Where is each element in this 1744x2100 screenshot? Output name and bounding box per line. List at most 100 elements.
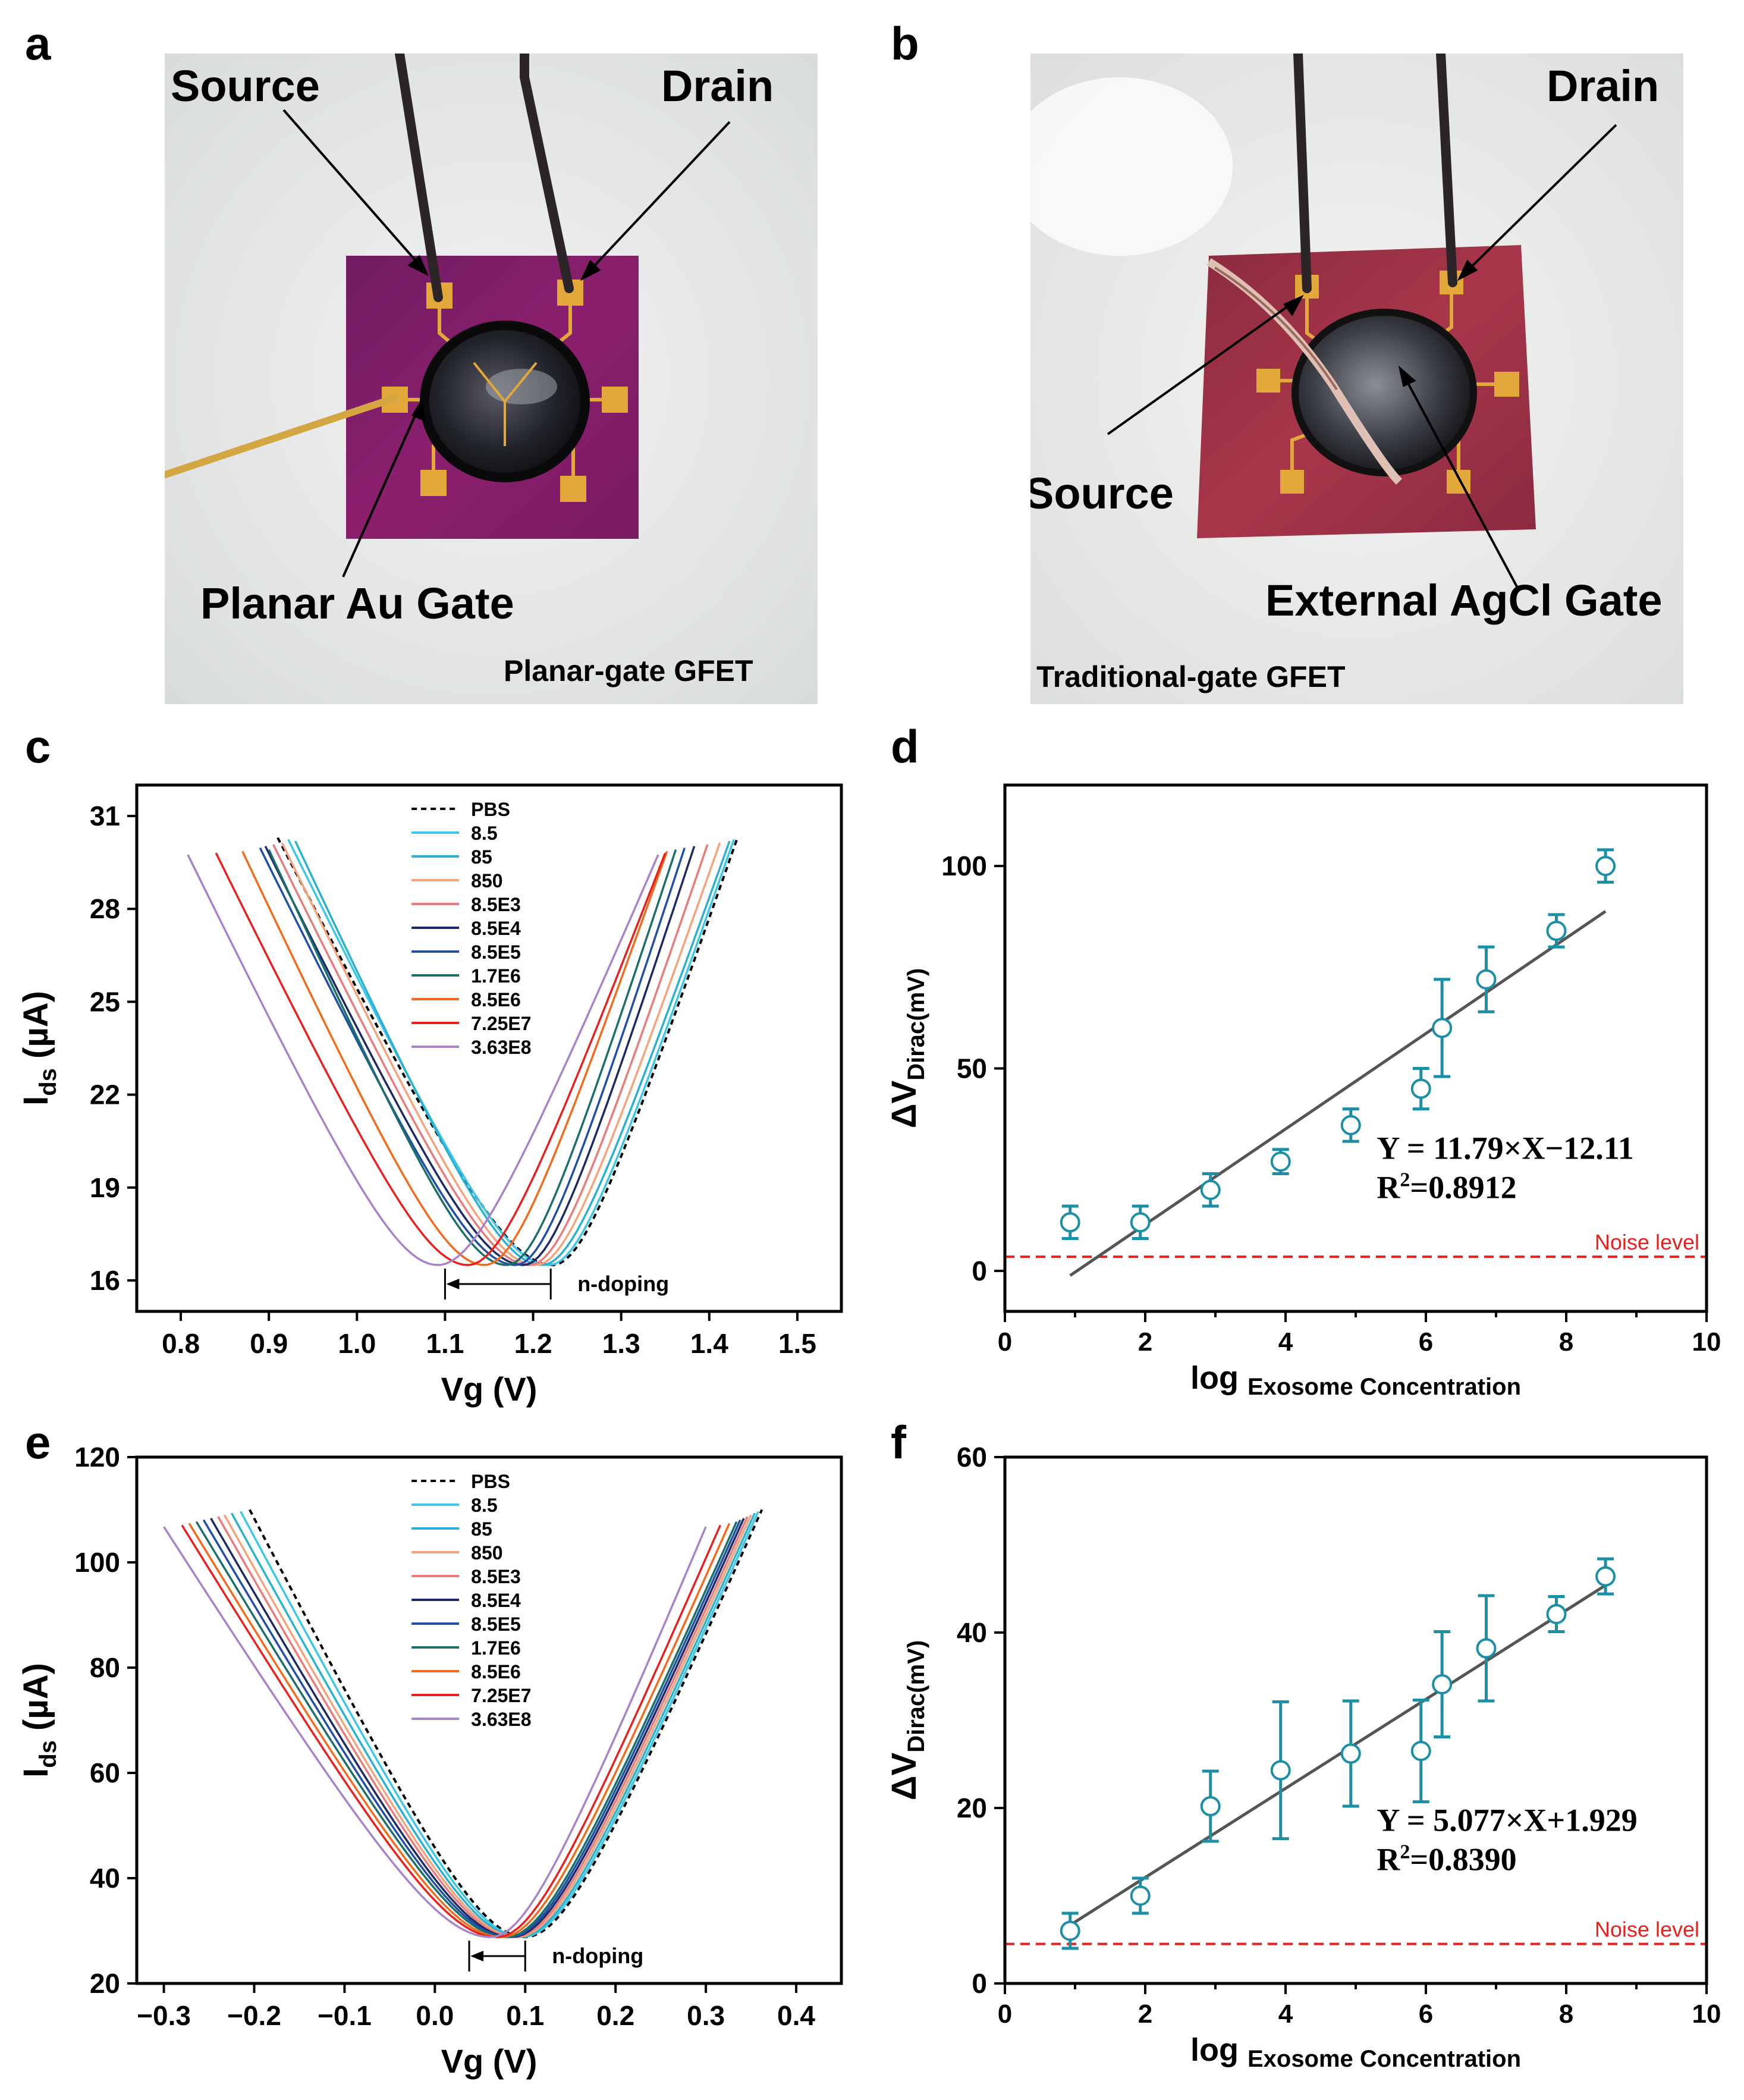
y-tick-label: 20 (957, 1793, 987, 1823)
y-tick-label: 31 (90, 801, 120, 831)
legend-label: 8.5E5 (471, 1614, 521, 1635)
curve-8_5E6 (188, 1523, 731, 1938)
x-tick-label: 1.3 (602, 1328, 640, 1359)
y-axis-title: Ids (µA) (17, 991, 61, 1106)
y-tick-label: 120 (74, 1442, 120, 1473)
fit-line (1069, 1584, 1607, 1927)
x-tick-label: 0.2 (596, 2000, 634, 2031)
noise-level-label: Noise level (1595, 1917, 1699, 1942)
probe-source-b (1293, 54, 1312, 293)
y-tick-label: 40 (957, 1617, 987, 1648)
label-drain-b: Drain (1547, 61, 1659, 111)
plot-frame (1003, 1455, 1708, 1985)
data-point (1595, 1566, 1616, 1587)
y-tick-label: 80 (90, 1652, 120, 1683)
curve-8_5E5 (202, 1519, 741, 1938)
legend-label: 3.63E8 (471, 1709, 531, 1730)
x-tick-label: 2 (1138, 1999, 1152, 2029)
y-tick-label: 0 (972, 1968, 987, 1999)
curve-85 (230, 1512, 756, 1938)
noise-level-label: Noise level (1595, 1230, 1699, 1254)
x-tick-label: 0.9 (250, 1328, 288, 1359)
legend-label: 1.7E6 (471, 1637, 521, 1659)
legend-label: 85 (471, 846, 492, 868)
x-tick-label: 1.1 (426, 1328, 464, 1359)
x-tick-label: 0.3 (687, 2000, 725, 2031)
data-point (1130, 1212, 1151, 1233)
x-tick-label: 0 (998, 1327, 1012, 1357)
chart-f-dirac-shift: Noise level 0 2 4 6 8 10 0 20 40 60 log Exosome Con… (885, 1442, 1721, 2072)
photo-traditional-gate-gfet (1030, 54, 1683, 704)
data-point (1340, 1115, 1361, 1135)
x-tick-label: 1.2 (514, 1328, 552, 1359)
fit-r-squared: R2=0.8912 (1377, 1169, 1516, 1206)
label-source-b: Source (1030, 469, 1174, 518)
photo-planar-gate-gfet (165, 54, 818, 704)
data-point (1546, 921, 1567, 941)
legend-label: PBS (471, 1471, 510, 1492)
x-tick-label: 8 (1559, 1999, 1573, 2029)
y-tick-label: 40 (90, 1863, 120, 1894)
data-point (1476, 1638, 1497, 1659)
data-point (1340, 1743, 1361, 1764)
legend-label: 8.5 (471, 823, 497, 844)
y-tick-label: 0 (972, 1255, 987, 1286)
legend-label: 850 (471, 1542, 502, 1564)
x-tick-label: 1.5 (778, 1328, 816, 1359)
curve-1_7E6 (195, 1521, 738, 1938)
curve-8_5 (240, 1511, 759, 1938)
x-axis-title: Vg (V) (441, 1370, 538, 1408)
curve-850 (223, 1514, 752, 1938)
legend-label: 7.25E7 (471, 1013, 531, 1034)
panel-letter-b: b (891, 17, 919, 70)
data-point (1410, 1741, 1431, 1762)
x-tick-label: −0.2 (227, 2000, 281, 2031)
fit-r-squared: R2=0.8390 (1377, 1841, 1516, 1878)
curve-PBS (276, 837, 739, 1267)
data-point (1546, 1604, 1567, 1625)
legend-label: 8.5E3 (471, 1566, 521, 1587)
x-tick-label: 0.1 (506, 2000, 544, 2031)
x-tick-label: 4 (1278, 1327, 1293, 1357)
legend-label: PBS (471, 799, 510, 820)
label-drain-a: Drain (661, 61, 774, 111)
legend-label: 8.5E4 (471, 918, 521, 939)
legend-label: 850 (471, 870, 502, 892)
probe-drain-b (1436, 54, 1457, 287)
legend-label: 8.5E6 (471, 989, 521, 1010)
y-tick-label: 100 (74, 1547, 120, 1578)
n-doping-label: n-doping (577, 1272, 669, 1296)
y-tick-label: 60 (957, 1442, 987, 1473)
x-axis-title: log Exosome Concentration (1190, 1360, 1521, 1400)
curve-8_5E5 (259, 847, 686, 1266)
probe-gate (165, 395, 397, 479)
label-source-a: Source (171, 61, 320, 111)
x-tick-label: 1.0 (338, 1328, 376, 1359)
data-point (1200, 1179, 1221, 1200)
fit-equation: Y = 5.077×X+1.929 (1377, 1802, 1637, 1838)
y-axis-title: ΔVDirac(mV) (885, 968, 929, 1128)
x-tick-label: 0 (998, 1999, 1012, 2029)
legend-label: 85 (471, 1518, 492, 1540)
legend-label: 8.5E6 (471, 1661, 521, 1682)
chart-c-transfer-curves: 0.8 0.9 1.0 1.1 1.2 1.3 1.4 1.5 16 19 22 25 28 31 Vg (… (17, 783, 843, 1408)
data-point (1060, 1212, 1080, 1233)
y-axis-title: Ids (µA) (17, 1663, 61, 1778)
legend-label: 1.7E6 (471, 965, 521, 987)
fit-line (1069, 910, 1607, 1277)
n-doping-label: n-doping (552, 1944, 643, 1968)
x-tick-label: 1.4 (690, 1328, 728, 1359)
legend-label: 7.25E7 (471, 1685, 531, 1706)
curve-8_5E4 (210, 1518, 745, 1938)
probe-drain (520, 54, 574, 293)
liquid-droplet-b (1291, 309, 1477, 476)
curve-7_25E7 (215, 852, 667, 1266)
fit-equation: Y = 11.79×X−12.11 (1377, 1130, 1633, 1166)
x-tick-label: 8 (1559, 1327, 1573, 1357)
data-point (1270, 1151, 1291, 1172)
data-point (1432, 1018, 1453, 1038)
data-point (1130, 1885, 1151, 1906)
data-point (1432, 1674, 1453, 1695)
legend-label: 3.63E8 (471, 1037, 531, 1058)
